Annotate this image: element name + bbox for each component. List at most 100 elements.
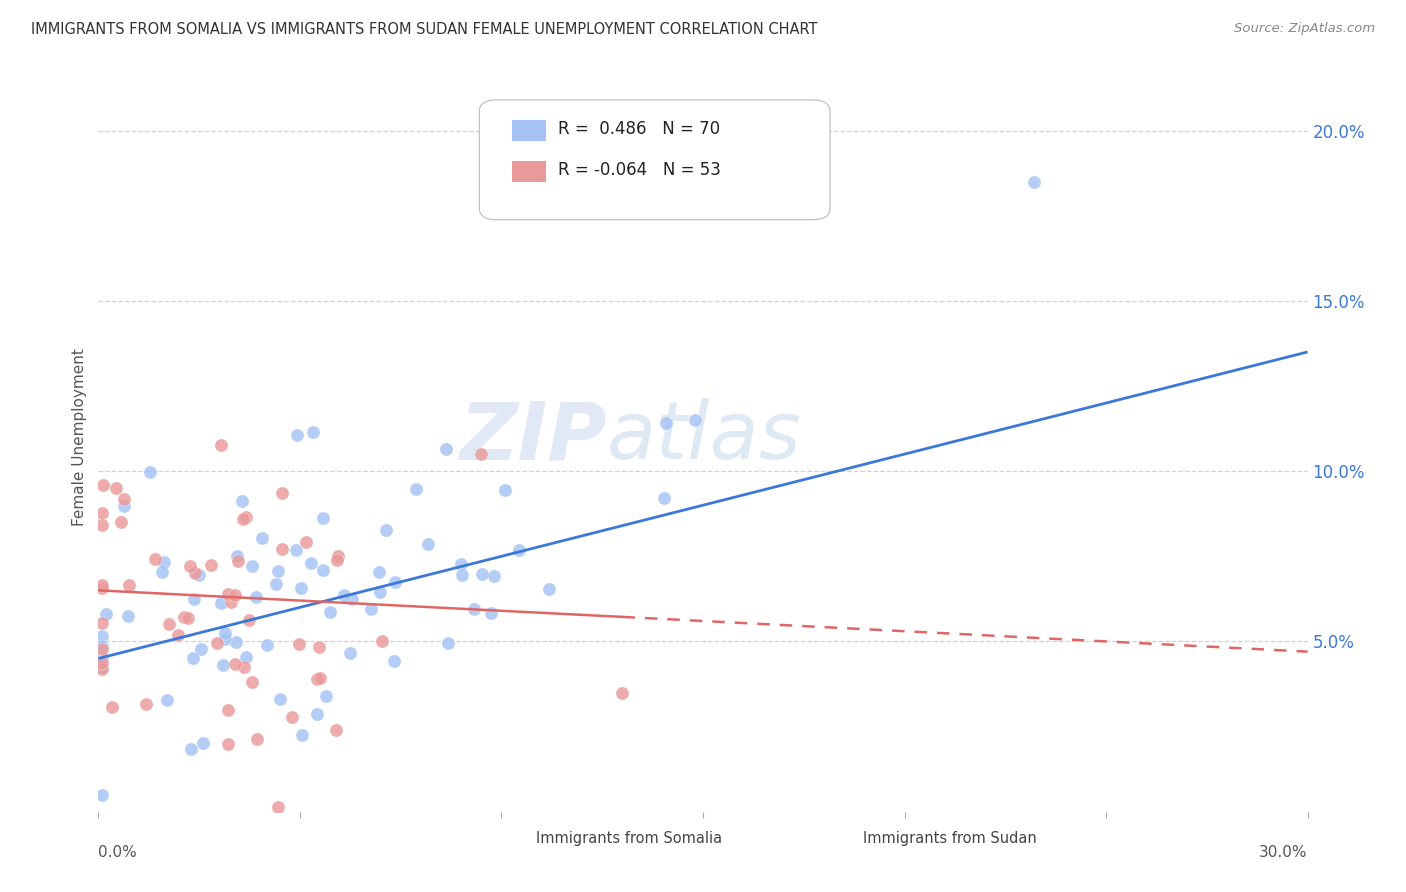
Point: [339, 646, 361, 660]
Point: [179, 558, 201, 573]
Point: [150, 565, 173, 579]
Point: [238, 613, 260, 627]
Point: [290, 581, 312, 595]
Point: [184, 566, 207, 581]
Point: [145, 551, 167, 566]
Point: [287, 637, 309, 651]
Point: [325, 723, 347, 737]
Point: [209, 438, 232, 452]
Point: [112, 499, 135, 513]
Point: [200, 558, 222, 572]
Point: [209, 596, 232, 610]
Point: [266, 800, 288, 814]
Point: [312, 511, 335, 525]
Point: [368, 585, 391, 599]
Point: [191, 736, 214, 750]
Y-axis label: Female Unemployment: Female Unemployment: [72, 348, 87, 526]
Point: [91, 659, 114, 673]
Point: [308, 640, 330, 654]
Point: [91, 477, 114, 491]
Point: [91, 642, 114, 657]
Point: [235, 649, 257, 664]
Text: atlas: atlas: [606, 398, 801, 476]
Text: Immigrants from Sudan: Immigrants from Sudan: [863, 831, 1036, 847]
Point: [538, 582, 561, 596]
Point: [166, 628, 188, 642]
Point: [270, 541, 292, 556]
Point: [371, 634, 394, 648]
Point: [405, 482, 427, 496]
Point: [328, 549, 350, 564]
Text: IMMIGRANTS FROM SOMALIA VS IMMIGRANTS FROM SUDAN FEMALE UNEMPLOYMENT CORRELATION: IMMIGRANTS FROM SOMALIA VS IMMIGRANTS FR…: [31, 22, 817, 37]
Point: [494, 483, 516, 497]
Point: [190, 642, 212, 657]
Point: [91, 788, 114, 802]
Point: [311, 563, 333, 577]
Point: [173, 610, 195, 624]
Point: [117, 608, 139, 623]
Point: [91, 651, 114, 665]
Point: [91, 629, 114, 643]
Point: [299, 556, 322, 570]
Point: [91, 506, 114, 520]
Point: [319, 605, 342, 619]
Bar: [503, 830, 530, 847]
Point: [91, 657, 114, 671]
Point: [118, 578, 141, 592]
Point: [307, 672, 329, 686]
Point: [285, 428, 308, 442]
Point: [245, 590, 267, 604]
Point: [315, 689, 337, 703]
Point: [231, 493, 253, 508]
Point: [1022, 175, 1045, 189]
Text: R = -0.064   N = 53: R = -0.064 N = 53: [558, 161, 721, 179]
Point: [382, 654, 405, 668]
FancyBboxPatch shape: [479, 100, 830, 219]
Point: [224, 588, 246, 602]
Point: [152, 555, 174, 569]
Point: [156, 693, 179, 707]
Point: [271, 485, 294, 500]
Point: [683, 413, 706, 427]
Point: [217, 703, 239, 717]
Point: [183, 592, 205, 607]
Point: [225, 635, 247, 649]
Point: [295, 535, 318, 549]
Point: [652, 491, 675, 505]
Point: [110, 516, 132, 530]
Bar: [512, 161, 546, 182]
Point: [308, 671, 330, 685]
Text: Immigrants from Somalia: Immigrants from Somalia: [536, 831, 723, 847]
Point: [360, 601, 382, 615]
Point: [434, 442, 457, 456]
Point: [214, 626, 236, 640]
Point: [384, 575, 406, 590]
Point: [281, 709, 304, 723]
Point: [176, 611, 198, 625]
Point: [301, 425, 323, 439]
Point: [367, 566, 389, 580]
Point: [205, 636, 228, 650]
Point: [484, 569, 506, 583]
Point: [135, 697, 157, 711]
Point: [232, 512, 254, 526]
Point: [217, 737, 239, 751]
Point: [91, 616, 114, 631]
Point: [180, 741, 202, 756]
Point: [245, 732, 267, 747]
Point: [139, 466, 162, 480]
Point: [450, 557, 472, 571]
Point: [256, 639, 278, 653]
Point: [101, 699, 124, 714]
Point: [235, 510, 257, 524]
Point: [91, 662, 114, 676]
Point: [269, 692, 291, 706]
Point: [612, 685, 634, 699]
Point: [91, 518, 114, 533]
Point: [226, 554, 249, 568]
Point: [463, 602, 485, 616]
Point: [240, 559, 263, 574]
Point: [187, 568, 209, 582]
Point: [450, 567, 472, 582]
Point: [91, 577, 114, 591]
